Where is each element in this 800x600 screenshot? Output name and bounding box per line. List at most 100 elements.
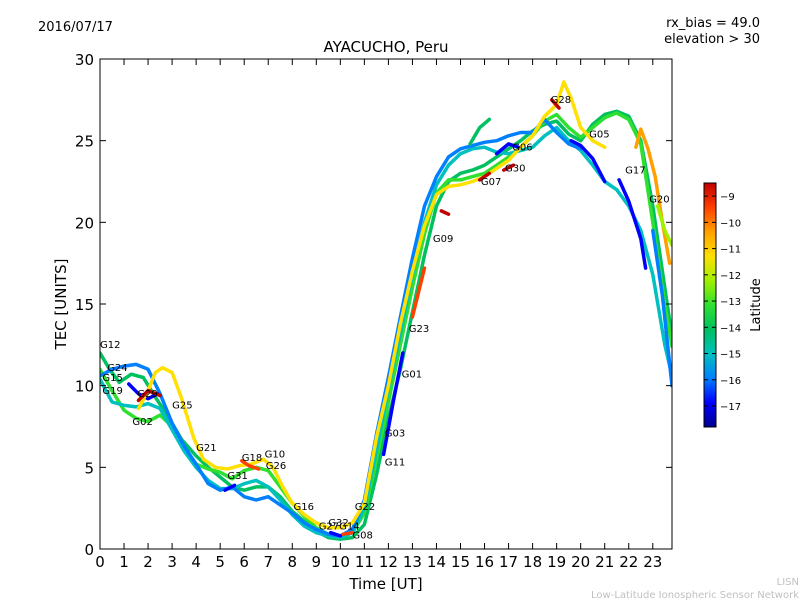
colorbar-ticks: −9 −10 −11 −12 −13 −14 −15 −16 −17 — [704, 192, 741, 413]
satellite-label: G01 — [402, 370, 422, 381]
satellite-label: G24 — [107, 363, 127, 374]
satellite-label: G05 — [589, 129, 609, 140]
satellite-label: G12 — [100, 340, 120, 351]
satellite-track-15 — [328, 530, 343, 538]
satellite-label: G08 — [352, 530, 372, 541]
colorbar-tick-label: −14 — [720, 323, 741, 334]
satellite-label: G03 — [385, 428, 405, 439]
satellite-track-17 — [381, 351, 405, 457]
x-tick-label: 6 — [239, 553, 249, 571]
satellite-label: G02 — [132, 417, 152, 428]
y-tick-label: 15 — [75, 296, 94, 314]
satellite-label: G10 — [265, 450, 285, 461]
colorbar-label: Latitude — [749, 278, 764, 332]
satellite-track-12 — [502, 163, 516, 172]
x-tick-label: 1 — [119, 553, 129, 571]
satellite-track-9 — [410, 266, 427, 319]
satellite-track-1 — [100, 111, 672, 538]
x-tick-label: 12 — [379, 553, 398, 571]
satellite-label: G22 — [355, 502, 375, 513]
x-tick-label: 5 — [215, 553, 225, 571]
axis-layer: 0 1 2 3 4 5 6 7 8 9 10 11 12 13 14 15 16 17 18 19 20 21 22 2305… — [75, 51, 672, 571]
satellite-track-0 — [100, 109, 672, 541]
satellite-label: G14 — [339, 521, 359, 532]
satellite-track-8 — [240, 459, 261, 471]
satellite-label: G26 — [266, 461, 286, 472]
y-tick-label: 20 — [75, 214, 94, 232]
rx-bias-label: rx_bias = 49.0 — [666, 16, 760, 31]
satellite-label: G27 — [319, 521, 339, 532]
x-tick-label: 9 — [312, 553, 322, 571]
satellite-track-21 — [651, 228, 672, 388]
satellite-label: G25 — [172, 401, 192, 412]
satellite-track-16 — [223, 483, 237, 492]
colorbar-tick-label: −15 — [720, 350, 741, 361]
satellite-label: G31 — [227, 471, 247, 482]
x-tick-label: 2 — [143, 553, 153, 571]
colorbar-tick-label: −13 — [720, 297, 741, 308]
satellite-track-2 — [100, 125, 672, 540]
x-tick-label: 23 — [643, 553, 662, 571]
satellite-track-13 — [550, 98, 561, 110]
satellite-track-18 — [494, 142, 520, 156]
colorbar-tick-label: −16 — [720, 376, 741, 387]
satellite-label: G15 — [102, 373, 122, 384]
series-layer — [100, 80, 672, 541]
y-tick-label: 0 — [84, 541, 94, 559]
satellite-label: G20 — [649, 195, 669, 206]
x-tick-label: 16 — [475, 553, 494, 571]
y-tick-label: 30 — [75, 51, 94, 69]
satellite-label: G19 — [102, 386, 122, 397]
satellite-label: G23 — [409, 324, 429, 335]
y-axis-label: TEC [UNITS] — [52, 259, 70, 351]
satellite-label: G18 — [242, 453, 262, 464]
satellite-label: G21 — [196, 443, 216, 454]
colorbar-tick-label: −17 — [720, 402, 741, 413]
x-tick-label: 0 — [95, 553, 105, 571]
x-tick-label: 19 — [547, 553, 566, 571]
x-tick-label: 3 — [167, 553, 177, 571]
satellite-label: G09 — [433, 234, 453, 245]
satellite-track-22 — [468, 117, 492, 146]
x-tick-label: 15 — [451, 553, 470, 571]
satellite-label: G30 — [505, 164, 525, 175]
credit-network: Low-Latitude Ionospheric Sensor Network — [591, 590, 799, 600]
colorbar-tick-label: −12 — [720, 271, 741, 282]
colorbar-tick-label: −10 — [720, 218, 741, 229]
satellite-label: G06 — [512, 143, 532, 154]
x-tick-label: 4 — [191, 553, 201, 571]
x-tick-label: 11 — [355, 553, 374, 571]
satellite-label: G16 — [294, 502, 314, 513]
satellite-label: G32 — [328, 518, 348, 529]
satellite-track-11 — [477, 171, 492, 182]
x-axis-label: Time [UT] — [348, 575, 422, 593]
colorbar — [703, 182, 717, 428]
x-tick-label: 7 — [263, 553, 273, 571]
x-tick-label: 8 — [287, 553, 297, 571]
x-tick-label: 18 — [523, 553, 542, 571]
y-tick-label: 10 — [75, 378, 94, 396]
x-tick-label: 20 — [571, 553, 590, 571]
satellite-label: G07 — [481, 177, 501, 188]
satellite-label: G17 — [625, 165, 645, 176]
satellite-track-14 — [340, 530, 355, 537]
satellite-track-10 — [439, 209, 451, 216]
colorbar-tick-label: −9 — [720, 192, 735, 203]
satellite-track-3 — [100, 117, 583, 538]
satellite-track-23 — [655, 204, 672, 247]
satellite-label: G28 — [551, 95, 571, 106]
satellite-track-7 — [136, 388, 162, 403]
x-tick-label: 21 — [595, 553, 614, 571]
satellite-track-20 — [569, 138, 607, 184]
satellite-track-19 — [617, 178, 648, 270]
satellite-label: G11 — [385, 458, 405, 469]
x-tick-label: 10 — [331, 553, 350, 571]
x-tick-label: 22 — [619, 553, 638, 571]
y-tick-label: 5 — [84, 459, 94, 477]
date-label: 2016/07/17 — [38, 20, 113, 35]
x-tick-label: 14 — [427, 553, 446, 571]
chart-title: AYACUCHO, Peru — [323, 38, 448, 56]
y-tick-label: 25 — [75, 133, 94, 151]
